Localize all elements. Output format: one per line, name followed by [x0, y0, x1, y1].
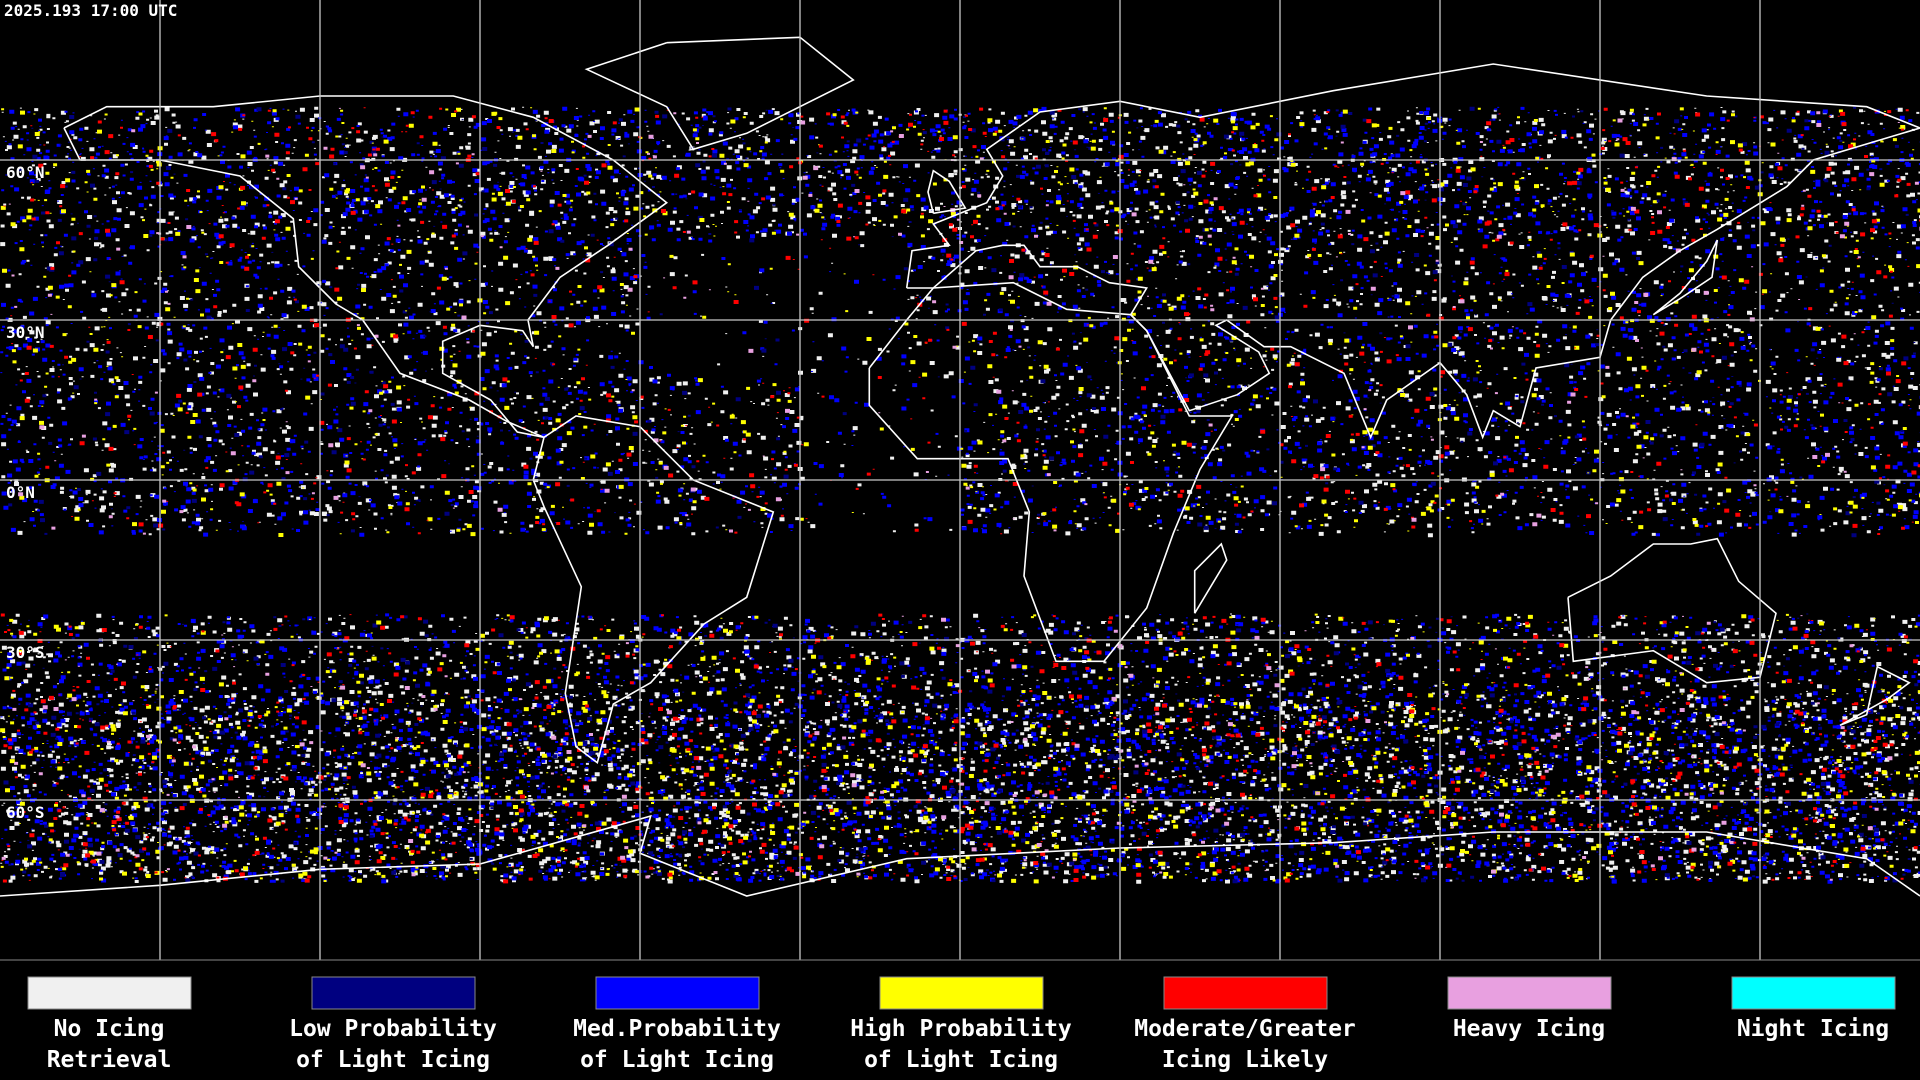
lat-label: 0°N	[6, 483, 35, 502]
legend-label: No Icing	[54, 1016, 165, 1042]
coastline	[905, 63, 1920, 440]
coastline	[1193, 542, 1228, 614]
legend-label: Retrieval	[47, 1047, 172, 1073]
legend: No Icing Retrieval Low Probability of Light…	[27, 976, 1896, 1073]
graticule	[0, 0, 1920, 960]
coastline	[532, 415, 775, 765]
legend-label: of Light Icing	[864, 1047, 1058, 1073]
legend-label: Icing Likely	[1162, 1047, 1328, 1073]
lat-label: 30°S	[6, 643, 45, 662]
latitude-labels: 60°N 30°N 0°N 30°S 60°S	[6, 163, 45, 822]
legend-swatch	[879, 976, 1044, 1010]
coastlines	[0, 36, 1920, 897]
coastline	[63, 95, 669, 439]
legend-label: of Light Icing	[296, 1047, 490, 1073]
legend-label: Med.Probability	[573, 1016, 781, 1042]
coastline	[868, 281, 1234, 663]
legend-label: Low Probability	[289, 1016, 497, 1042]
coastline	[0, 814, 1920, 897]
coastline	[584, 36, 855, 151]
legend-label: Night Icing	[1737, 1016, 1889, 1042]
legend-swatch	[595, 976, 760, 1010]
legend-label: High Probability	[850, 1016, 1072, 1042]
lat-label: 30°N	[6, 323, 45, 342]
legend-label: Heavy Icing	[1453, 1016, 1605, 1042]
coastline	[1567, 537, 1777, 684]
coastline	[1839, 665, 1911, 727]
coastline	[1652, 239, 1719, 316]
timestamp: 2025.193 17:00 UTC	[4, 1, 177, 20]
legend-label: of Light Icing	[580, 1047, 774, 1073]
lat-label: 60°N	[6, 163, 45, 182]
lat-label: 60°S	[6, 803, 45, 822]
legend-swatch	[1447, 976, 1612, 1010]
legend-label: Moderate/Greater	[1134, 1016, 1356, 1042]
legend-swatch	[1163, 976, 1328, 1010]
legend-swatch	[27, 976, 192, 1010]
legend-swatch	[1731, 976, 1896, 1010]
legend-swatch	[311, 976, 476, 1010]
